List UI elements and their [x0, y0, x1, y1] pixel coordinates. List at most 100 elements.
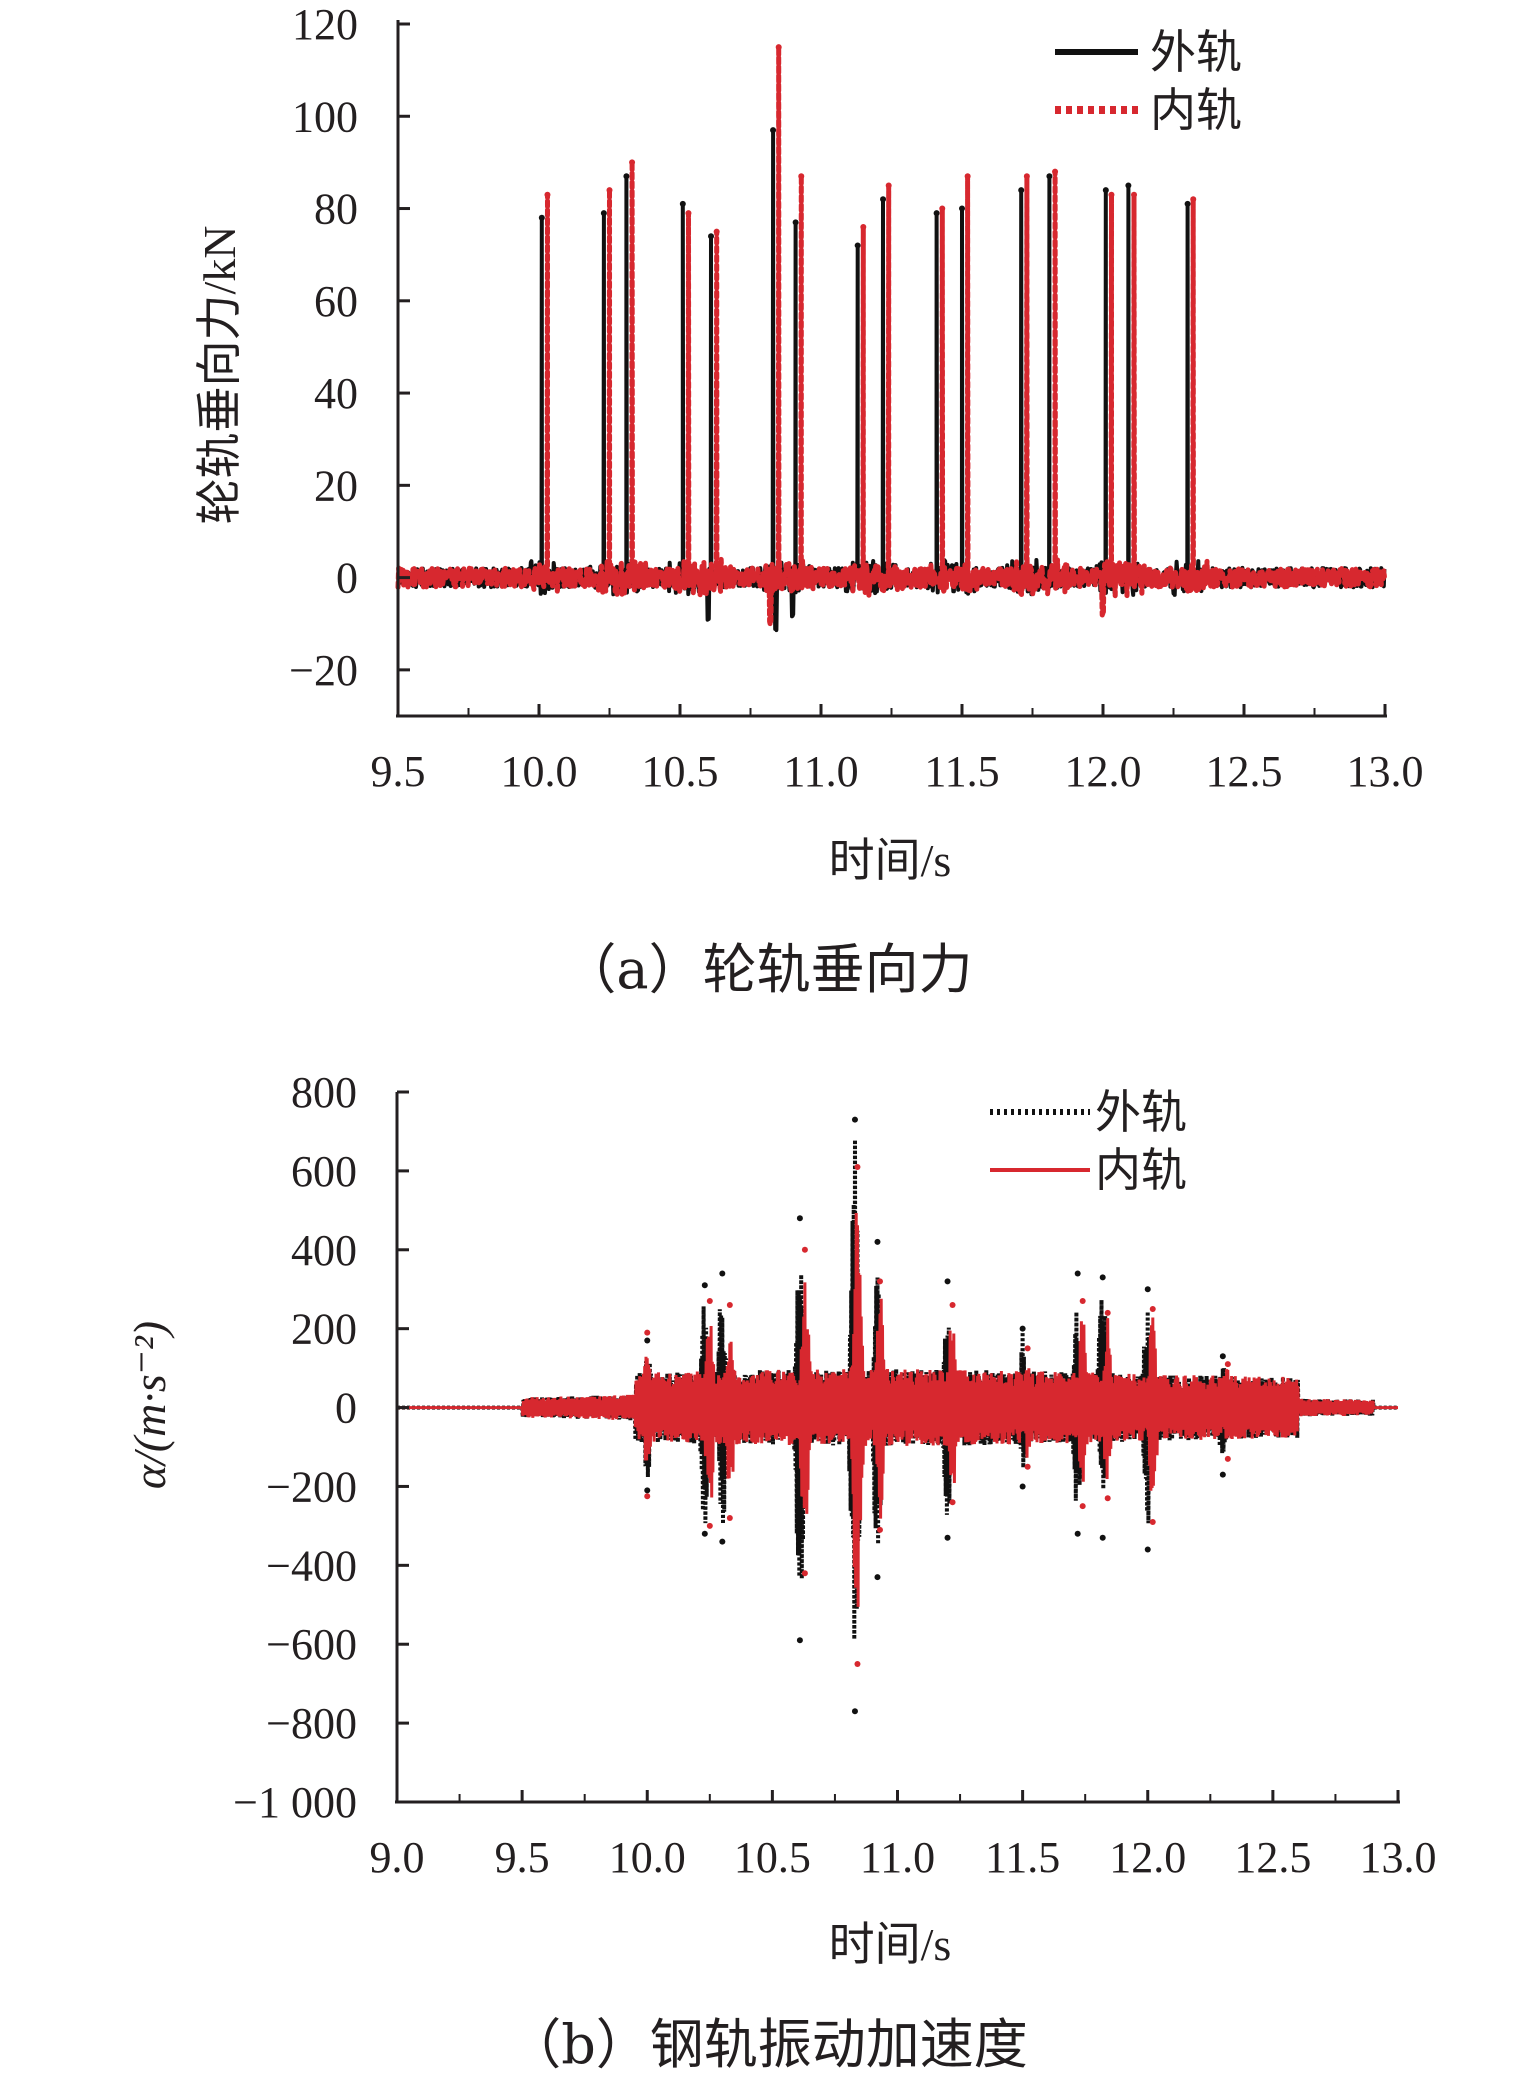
chartB-y-tick-label: 800 [291, 1068, 357, 1117]
chart-a-plot-area [395, 44, 1387, 633]
chartB-x-tick-label: 11.0 [860, 1833, 935, 1882]
chart-a-series-inner-line [395, 44, 1387, 627]
chart-b-inner-max [644, 1329, 651, 1336]
chart-a-x-axis-label: 时间/s [829, 835, 952, 886]
chart-a-y-axis-label: 轮轨垂向力/kN [194, 226, 245, 525]
chart-b-outer-max [1074, 1270, 1081, 1277]
chart-a-outer-peak [959, 205, 965, 212]
chartA-y-tick-label: 80 [314, 185, 358, 234]
chart-b-inner-min [706, 1522, 713, 1529]
chart-b-inner-max [801, 1246, 808, 1253]
chart-b-inner-min [1149, 1518, 1156, 1525]
chartA-x-tick-label: 12.0 [1065, 747, 1142, 796]
chart-b-legend: 外轨 内轨 [990, 1087, 1187, 1196]
chart-b-outer-max [1219, 1353, 1226, 1360]
chartA-y-tick-label: 120 [292, 0, 358, 49]
chart-a-inner-peak [1023, 173, 1030, 180]
chart-a-legend: 外轨 内轨 [1055, 27, 1242, 136]
chartA-x-tick-label: 9.5 [371, 747, 426, 796]
chartB-y-tick-label: −600 [266, 1620, 357, 1669]
chart-b-caption: （b）钢轨振动加速度 [507, 2013, 1028, 2076]
chartA-x-tick-label: 11.5 [924, 747, 999, 796]
chartB-x-tick-label: 10.0 [609, 1833, 686, 1882]
chart-b-outer-max [851, 1116, 858, 1123]
chartB-x-tick-label: 12.0 [1109, 1833, 1186, 1882]
chart-a-inner-peak [713, 228, 720, 235]
chart-b-outer-min [796, 1637, 803, 1644]
chart-a-inner-peak [1131, 191, 1138, 198]
chartB-x-tick-label: 13.0 [1360, 1833, 1437, 1882]
chartA-y-tick-label: 100 [292, 92, 358, 141]
chartA-y-tick-label: 60 [314, 277, 358, 326]
chart-a-y-ticks: −20 0 20 40 60 80 100 120 [289, 0, 410, 695]
chart-a-outer-peak [623, 173, 630, 180]
chartB-x-tick-label: 12.5 [1234, 1833, 1311, 1882]
chart-a-inner-peak [798, 173, 805, 180]
chart-a-inner-peak [860, 223, 867, 230]
chart-b-outer-max [1099, 1274, 1106, 1281]
chartA-y-tick-label: 20 [314, 461, 358, 510]
chart-a-outer-peak [538, 214, 545, 221]
chart-a-outer-peak [933, 210, 940, 217]
chart-a-inner-peak [1108, 191, 1115, 198]
chart-b-outer-min [874, 1574, 881, 1581]
chart-a-inner-peak [1052, 168, 1059, 175]
chart-b-inner-min [726, 1515, 733, 1521]
chart-a-outer-peak [1125, 182, 1132, 189]
chart-a-caption: （a）轮轨垂向力 [562, 938, 973, 1001]
chart-a-outer-peak [1102, 187, 1109, 194]
chart-b-inner-min [1104, 1495, 1111, 1502]
chart-b-inner-max [1104, 1309, 1111, 1316]
chart-a-outer-peak [600, 210, 607, 217]
chartB-x-tick-label: 11.5 [985, 1833, 1060, 1882]
chartA-x-tick-label: 11.0 [783, 747, 858, 796]
chart-b-inner-max [1024, 1345, 1031, 1352]
chart-a-outer-peak [792, 219, 799, 226]
chart-b-outer-min [644, 1487, 651, 1494]
chart-a-outer-peak [708, 233, 715, 240]
chart-b-series-inner-line [397, 1212, 1398, 1607]
chart-a-inner-peak [629, 159, 636, 166]
chart-b-outer-max [701, 1282, 708, 1289]
chart-b-outer-min [851, 1708, 858, 1715]
chart-b-outer-min [1019, 1483, 1026, 1490]
chartA-y-tick-label: −20 [289, 646, 358, 695]
chart-b-inner-min [801, 1570, 808, 1577]
chart-a-legend-inner-label: 内轨 [1150, 85, 1242, 136]
chart-a-inner-peak [775, 44, 782, 51]
chart-a-outer-peak [770, 127, 777, 134]
chartA-x-tick-label: 13.0 [1347, 747, 1424, 796]
chart-b-inner-max [1149, 1305, 1156, 1312]
chart-b-inner-max [949, 1302, 956, 1308]
chart-a-outer-peak [880, 196, 887, 203]
chart-b-outer-min [1099, 1534, 1106, 1541]
chart-b-outer-min [701, 1530, 708, 1537]
chartB-y-tick-label: 0 [335, 1384, 357, 1433]
chart-b-outer-min [944, 1534, 951, 1541]
chart-b-inner-min [854, 1660, 861, 1667]
chart-b-outer-max [644, 1337, 651, 1344]
chart-b-outer-min [1144, 1546, 1151, 1553]
chartB-x-tick-label: 9.0 [370, 1833, 425, 1882]
chart-a-legend-outer-label: 外轨 [1150, 27, 1242, 78]
chart-b-inner-min [949, 1499, 956, 1506]
chart-b-outer-max [874, 1238, 881, 1245]
chart-a-inner-peak [544, 191, 551, 198]
chart-a-inner-peak [1190, 196, 1197, 203]
chart-b-inner-max [1079, 1298, 1086, 1305]
chartA-y-tick-label: 0 [336, 554, 358, 603]
chart-b-outer-min [1074, 1530, 1081, 1537]
chart-b-inner-min [1224, 1455, 1231, 1462]
chart-a-inner-peak [964, 173, 971, 180]
chartB-y-tick-label: −800 [266, 1699, 357, 1748]
chartA-y-tick-label: 40 [314, 369, 358, 418]
chart-b-outer-min [1219, 1471, 1226, 1478]
chart-b-legend-inner-label: 内轨 [1095, 1145, 1187, 1196]
chartB-x-tick-label: 10.5 [734, 1833, 811, 1882]
chartB-y-tick-label: 200 [291, 1305, 357, 1354]
chartA-x-tick-label: 10.5 [642, 747, 719, 796]
chart-b-inner-max [706, 1298, 713, 1305]
chart-b-inner-max [1224, 1361, 1231, 1368]
chartB-y-tick-label: −200 [266, 1462, 357, 1511]
